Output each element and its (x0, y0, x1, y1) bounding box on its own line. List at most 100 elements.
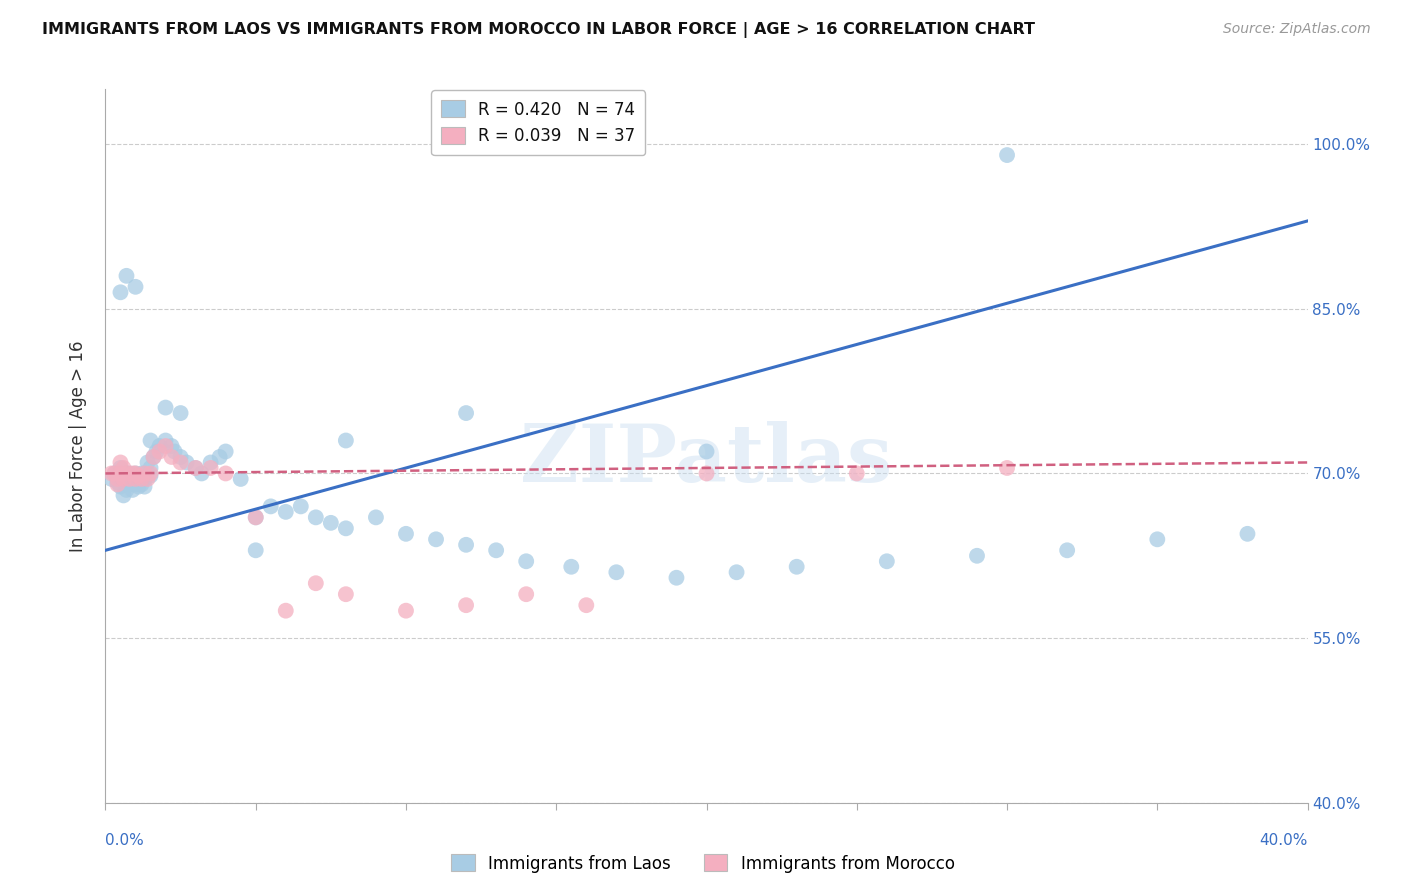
Point (110, 467, 132, 481)
Point (134, 472, 156, 486)
Point (148, 439, 170, 453)
Text: 0.0%: 0.0% (105, 833, 145, 848)
Point (454, 538, 477, 552)
Point (128, 480, 150, 494)
Point (995, 148, 1018, 162)
Point (131, 477, 153, 491)
Point (139, 467, 162, 481)
Point (136, 472, 159, 486)
Point (515, 554, 537, 568)
Point (118, 467, 141, 481)
Point (124, 467, 146, 481)
Point (136, 455, 159, 469)
Legend: R = 0.420   N = 74, R = 0.039   N = 37: R = 0.420 N = 74, R = 0.039 N = 37 (432, 90, 645, 155)
Point (139, 468, 162, 483)
Point (485, 543, 508, 558)
Point (155, 434, 177, 448)
Point (112, 472, 135, 486)
Point (163, 444, 186, 458)
Point (110, 285, 132, 300)
Point (274, 604, 297, 618)
Point (725, 566, 748, 580)
Point (112, 488, 135, 502)
Point (1056, 543, 1078, 558)
Point (214, 444, 236, 458)
Point (121, 483, 143, 497)
Point (139, 461, 162, 475)
Point (121, 467, 143, 481)
Point (364, 510, 387, 524)
Point (107, 475, 129, 490)
Point (131, 472, 153, 486)
Point (696, 444, 718, 458)
Point (121, 472, 143, 486)
Point (110, 461, 132, 475)
Point (124, 280, 146, 294)
Point (134, 467, 156, 481)
Point (605, 566, 627, 580)
Point (200, 461, 222, 475)
Point (845, 467, 868, 481)
Point (876, 554, 898, 568)
Text: Source: ZipAtlas.com: Source: ZipAtlas.com (1223, 22, 1371, 37)
Point (335, 587, 357, 601)
Point (155, 401, 177, 415)
Legend: Immigrants from Laos, Immigrants from Morocco: Immigrants from Laos, Immigrants from Mo… (444, 847, 962, 880)
Point (107, 477, 129, 491)
Text: 40.0%: 40.0% (1260, 833, 1308, 848)
Point (995, 461, 1018, 475)
Point (184, 461, 207, 475)
Point (118, 477, 141, 491)
Point (575, 598, 598, 612)
Point (160, 450, 183, 464)
Point (305, 510, 328, 524)
Point (665, 571, 688, 585)
Y-axis label: In Labor Force | Age > 16: In Labor Force | Age > 16 (69, 340, 87, 552)
Point (1146, 533, 1168, 547)
Point (100, 472, 122, 486)
Point (966, 549, 988, 563)
Point (128, 468, 150, 483)
Point (245, 510, 267, 524)
Point (128, 475, 150, 490)
Point (169, 455, 191, 469)
Point (260, 500, 283, 514)
Point (335, 521, 357, 535)
Point (290, 500, 312, 514)
Point (160, 439, 183, 453)
Point (142, 450, 165, 464)
Point (145, 444, 167, 458)
Point (190, 467, 212, 481)
Point (115, 467, 138, 481)
Point (274, 505, 297, 519)
Point (245, 543, 267, 558)
Text: IMMIGRANTS FROM LAOS VS IMMIGRANTS FROM MOROCCO IN LABOR FORCE | AGE > 16 CORREL: IMMIGRANTS FROM LAOS VS IMMIGRANTS FROM … (42, 22, 1035, 38)
Point (112, 461, 135, 475)
Point (454, 598, 477, 612)
Point (200, 455, 222, 469)
Point (395, 526, 418, 541)
Point (142, 450, 165, 464)
Point (131, 467, 153, 481)
Point (208, 450, 231, 464)
Point (103, 467, 125, 481)
Text: ZIPatlas: ZIPatlas (520, 421, 893, 500)
Point (115, 268, 138, 283)
Point (319, 516, 342, 530)
Point (100, 467, 122, 481)
Point (107, 468, 129, 483)
Point (305, 576, 328, 591)
Point (139, 434, 162, 448)
Point (118, 472, 141, 486)
Point (515, 587, 537, 601)
Point (454, 406, 477, 420)
Point (169, 406, 191, 420)
Point (786, 559, 808, 574)
Point (560, 559, 582, 574)
Point (696, 467, 718, 481)
Point (112, 472, 135, 486)
Point (184, 461, 207, 475)
Point (169, 450, 191, 464)
Point (229, 472, 252, 486)
Point (176, 455, 198, 469)
